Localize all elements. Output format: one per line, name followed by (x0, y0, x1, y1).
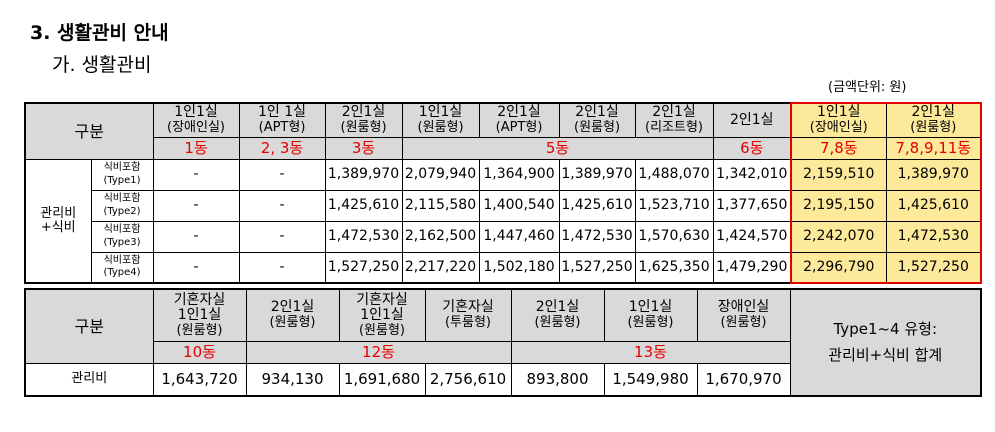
column-header: 1인1실 (원룸형) (603, 288, 698, 342)
column-header: 2인1실 (원룸형) (558, 102, 636, 138)
fee-table-main: 구분 1인1실 (장애인실) 1인 1실 (APT형) 2인1실 (원룸형) 1인1실… (24, 102, 983, 284)
category-header: 구분 (24, 288, 154, 364)
table-cell: 1,691,680 (338, 362, 426, 397)
table-cell: 2,217,220 (401, 251, 480, 284)
table-cell: 1,527,250 (324, 251, 403, 284)
table-cell: 1,342,010 (712, 158, 792, 191)
building-label: 13동 (510, 340, 791, 364)
table-cell: 1,377,650 (712, 189, 792, 222)
table-row: 관리비 1,643,720 934,130 1,691,680 2,756,61… (24, 362, 981, 397)
table-cell: 1,479,290 (712, 251, 792, 284)
building-label: 7,8동 (790, 136, 887, 160)
column-header: 2인1실 (원룸형) (510, 288, 605, 342)
table-cell: 1,549,980 (603, 362, 698, 397)
table-cell: - (152, 189, 240, 222)
table-cell: 1,527,250 (885, 251, 983, 284)
table-cell: 1,472,530 (324, 220, 403, 253)
table-cell: 2,079,940 (401, 158, 480, 191)
building-label: 6동 (712, 136, 792, 160)
table-cell: 2,159,510 (790, 158, 887, 191)
table-cell: - (238, 189, 326, 222)
table-cell: - (152, 158, 240, 191)
table-cell: 2,756,610 (424, 362, 512, 397)
table-cell: 1,389,970 (324, 158, 403, 191)
column-header: 기혼자실 1인1실 (원룸형) (152, 288, 247, 342)
column-header: 1인1실 (원룸형) (401, 102, 480, 138)
table-cell: 1,643,720 (152, 362, 247, 397)
type-label: 식비포함 (Type1) (90, 158, 154, 191)
row-label: 관리비 (24, 362, 154, 397)
table-cell: 1,400,540 (478, 189, 560, 222)
table-cell: 1,364,900 (478, 158, 560, 191)
category-header: 구분 (24, 102, 154, 160)
table-cell: 1,447,460 (478, 220, 560, 253)
table-cell: 1,472,530 (558, 220, 636, 253)
column-header: 1인1실 (장애인실) (152, 102, 240, 138)
table-cell: 1,425,610 (558, 189, 636, 222)
column-header: 1인 1실 (APT형) (238, 102, 326, 138)
column-header: 2인1실 (712, 102, 792, 138)
table-row: 식비포함 (Type2) - - 1,425,610 2,115,580 1,40… (25, 189, 983, 222)
column-header: 장애인실 (원룸형) (696, 288, 791, 342)
table-cell: 1,523,710 (634, 189, 714, 222)
table-cell: 1,670,970 (696, 362, 791, 397)
building-label: 10동 (152, 340, 247, 364)
column-header-row: 구분 기혼자실 1인1실 (원룸형) 2인1실 (원룸형) 기혼자실 1인1실 (원룸형)… (24, 288, 982, 397)
table-cell: - (152, 251, 240, 284)
column-header: 2인1실 (원룸형) (885, 102, 983, 138)
table-cell: 934,130 (245, 362, 340, 397)
table-cell: - (152, 220, 240, 253)
table-cell: - (238, 158, 326, 191)
group-label: 관리비 +식비 (24, 158, 92, 284)
table-row: 식비포함 (Type4) - - 1,527,250 2,217,220 1,50… (25, 251, 983, 284)
type-label: 식비포함 (Type4) (90, 251, 154, 284)
column-header: 기혼자실 1인1실 (원룸형) (338, 288, 426, 342)
type-note: Type1~4 유형: 관리비+식비 합계 (789, 288, 982, 397)
table-cell: 1,425,610 (885, 189, 983, 222)
table-cell: 2,115,580 (401, 189, 480, 222)
table-cell: 2,296,790 (790, 251, 887, 284)
building-label: 3동 (324, 136, 403, 160)
building-row: 10동 12동 13동 (25, 340, 981, 364)
table-cell: 1,425,610 (324, 189, 403, 222)
table-cell: 1,488,070 (634, 158, 714, 191)
column-header: 2인1실 (리조트형) (634, 102, 714, 138)
table-row: 관리비 +식비 식비포함 (Type1) - - 1,389,970 2,079,… (24, 158, 983, 284)
table-cell: 1,502,180 (478, 251, 560, 284)
table-cell: 893,800 (510, 362, 605, 397)
table-cell: 2,162,500 (401, 220, 480, 253)
table-cell: 2,195,150 (790, 189, 887, 222)
section-heading: 3. 생활관비 안내 (30, 22, 169, 44)
column-header: 2인1실 (APT형) (478, 102, 560, 138)
column-header: 기혼자실 (투룸형) (424, 288, 512, 342)
type-label: 식비포함 (Type3) (90, 220, 154, 253)
table-cell: - (238, 251, 326, 284)
table-cell: 1,570,630 (634, 220, 714, 253)
building-label: 12동 (245, 340, 512, 364)
table-cell: 1,472,530 (885, 220, 983, 253)
building-label: 2, 3동 (238, 136, 326, 160)
table-cell: - (238, 220, 326, 253)
type-label: 식비포함 (Type2) (90, 189, 154, 222)
table-cell: 1,389,970 (885, 158, 983, 191)
building-row: 1동 2, 3동 3동 5동 6동 7,8동 7,8,9,11동 (25, 136, 983, 160)
table-cell: 1,625,350 (634, 251, 714, 284)
building-label: 7,8,9,11동 (885, 136, 983, 160)
column-header: 2인1실 (원룸형) (324, 102, 403, 138)
unit-note: (금액단위: 원) (828, 80, 907, 95)
building-label: 5동 (401, 136, 714, 160)
building-label: 1동 (152, 136, 240, 160)
table-cell: 1,424,570 (712, 220, 792, 253)
table-row: 식비포함 (Type3) - - 1,472,530 2,162,500 1,44… (25, 220, 983, 253)
table-cell: 1,527,250 (558, 251, 636, 284)
fee-table-secondary: 구분 기혼자실 1인1실 (원룸형) 2인1실 (원룸형) 기혼자실 1인1실 (원룸형)… (24, 288, 982, 397)
table-cell: 2,242,070 (790, 220, 887, 253)
column-header: 1인1실 (장애인실) (790, 102, 887, 138)
column-header-row: 구분 1인1실 (장애인실) 1인 1실 (APT형) 2인1실 (원룸형) 1인1실… (24, 102, 983, 160)
section-subheading: 가. 생활관비 (52, 54, 152, 76)
column-header: 2인1실 (원룸형) (245, 288, 340, 342)
table-cell: 1,389,970 (558, 158, 636, 191)
